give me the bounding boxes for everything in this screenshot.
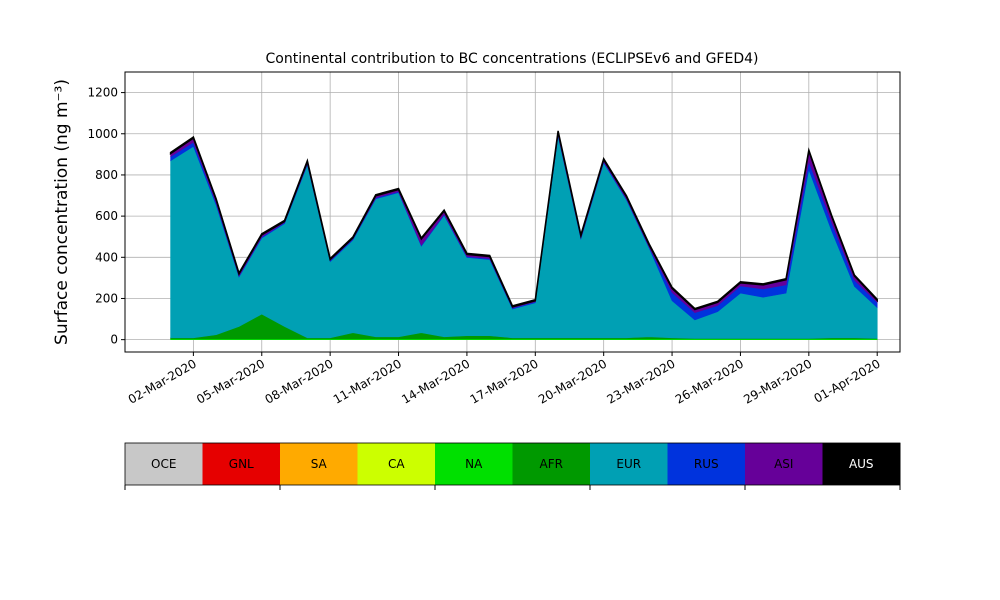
y-tick-label: 600	[95, 209, 118, 223]
legend-label: CA	[388, 457, 405, 471]
plot-frame	[124, 71, 901, 353]
legend-label: ASI	[774, 457, 793, 471]
y-tick-label: 1000	[87, 127, 118, 141]
y-tick-label: 400	[95, 250, 118, 264]
legend-label: RUS	[694, 457, 719, 471]
y-tick-label: 1200	[87, 86, 118, 100]
legend-swatch	[357, 443, 436, 485]
chart-title: Continental contribution to BC concentra…	[266, 51, 759, 67]
legend-label: SA	[311, 457, 328, 471]
legend-swatch	[512, 443, 591, 485]
legend-label: EUR	[616, 457, 641, 471]
legend-label: GNL	[229, 457, 254, 471]
legend-swatch	[590, 443, 668, 485]
legend-swatch	[745, 443, 823, 485]
legend-swatch	[822, 443, 901, 485]
legend-label: AUS	[849, 457, 874, 471]
legend-swatch	[202, 443, 281, 485]
legend-swatch	[435, 443, 513, 485]
area	[169, 130, 878, 311]
legend-label: OCE	[151, 457, 176, 471]
legend-swatch	[667, 443, 746, 485]
areas	[169, 130, 878, 340]
y-tick-label: 200	[95, 291, 118, 305]
legend-swatch	[280, 443, 358, 485]
y-axis-label: Surface concentration (ng m⁻³)	[52, 79, 72, 345]
legend-label: NA	[465, 457, 483, 471]
y-tick-label: 800	[95, 168, 118, 182]
legend-frame	[124, 442, 901, 486]
legend-label: AFR	[540, 457, 563, 471]
legend-swatch	[125, 443, 203, 485]
y-tick-label: 0	[110, 333, 118, 347]
legend: OCE GNL SA CA NA AFR EUR RUS ASI AUS	[124, 442, 901, 490]
